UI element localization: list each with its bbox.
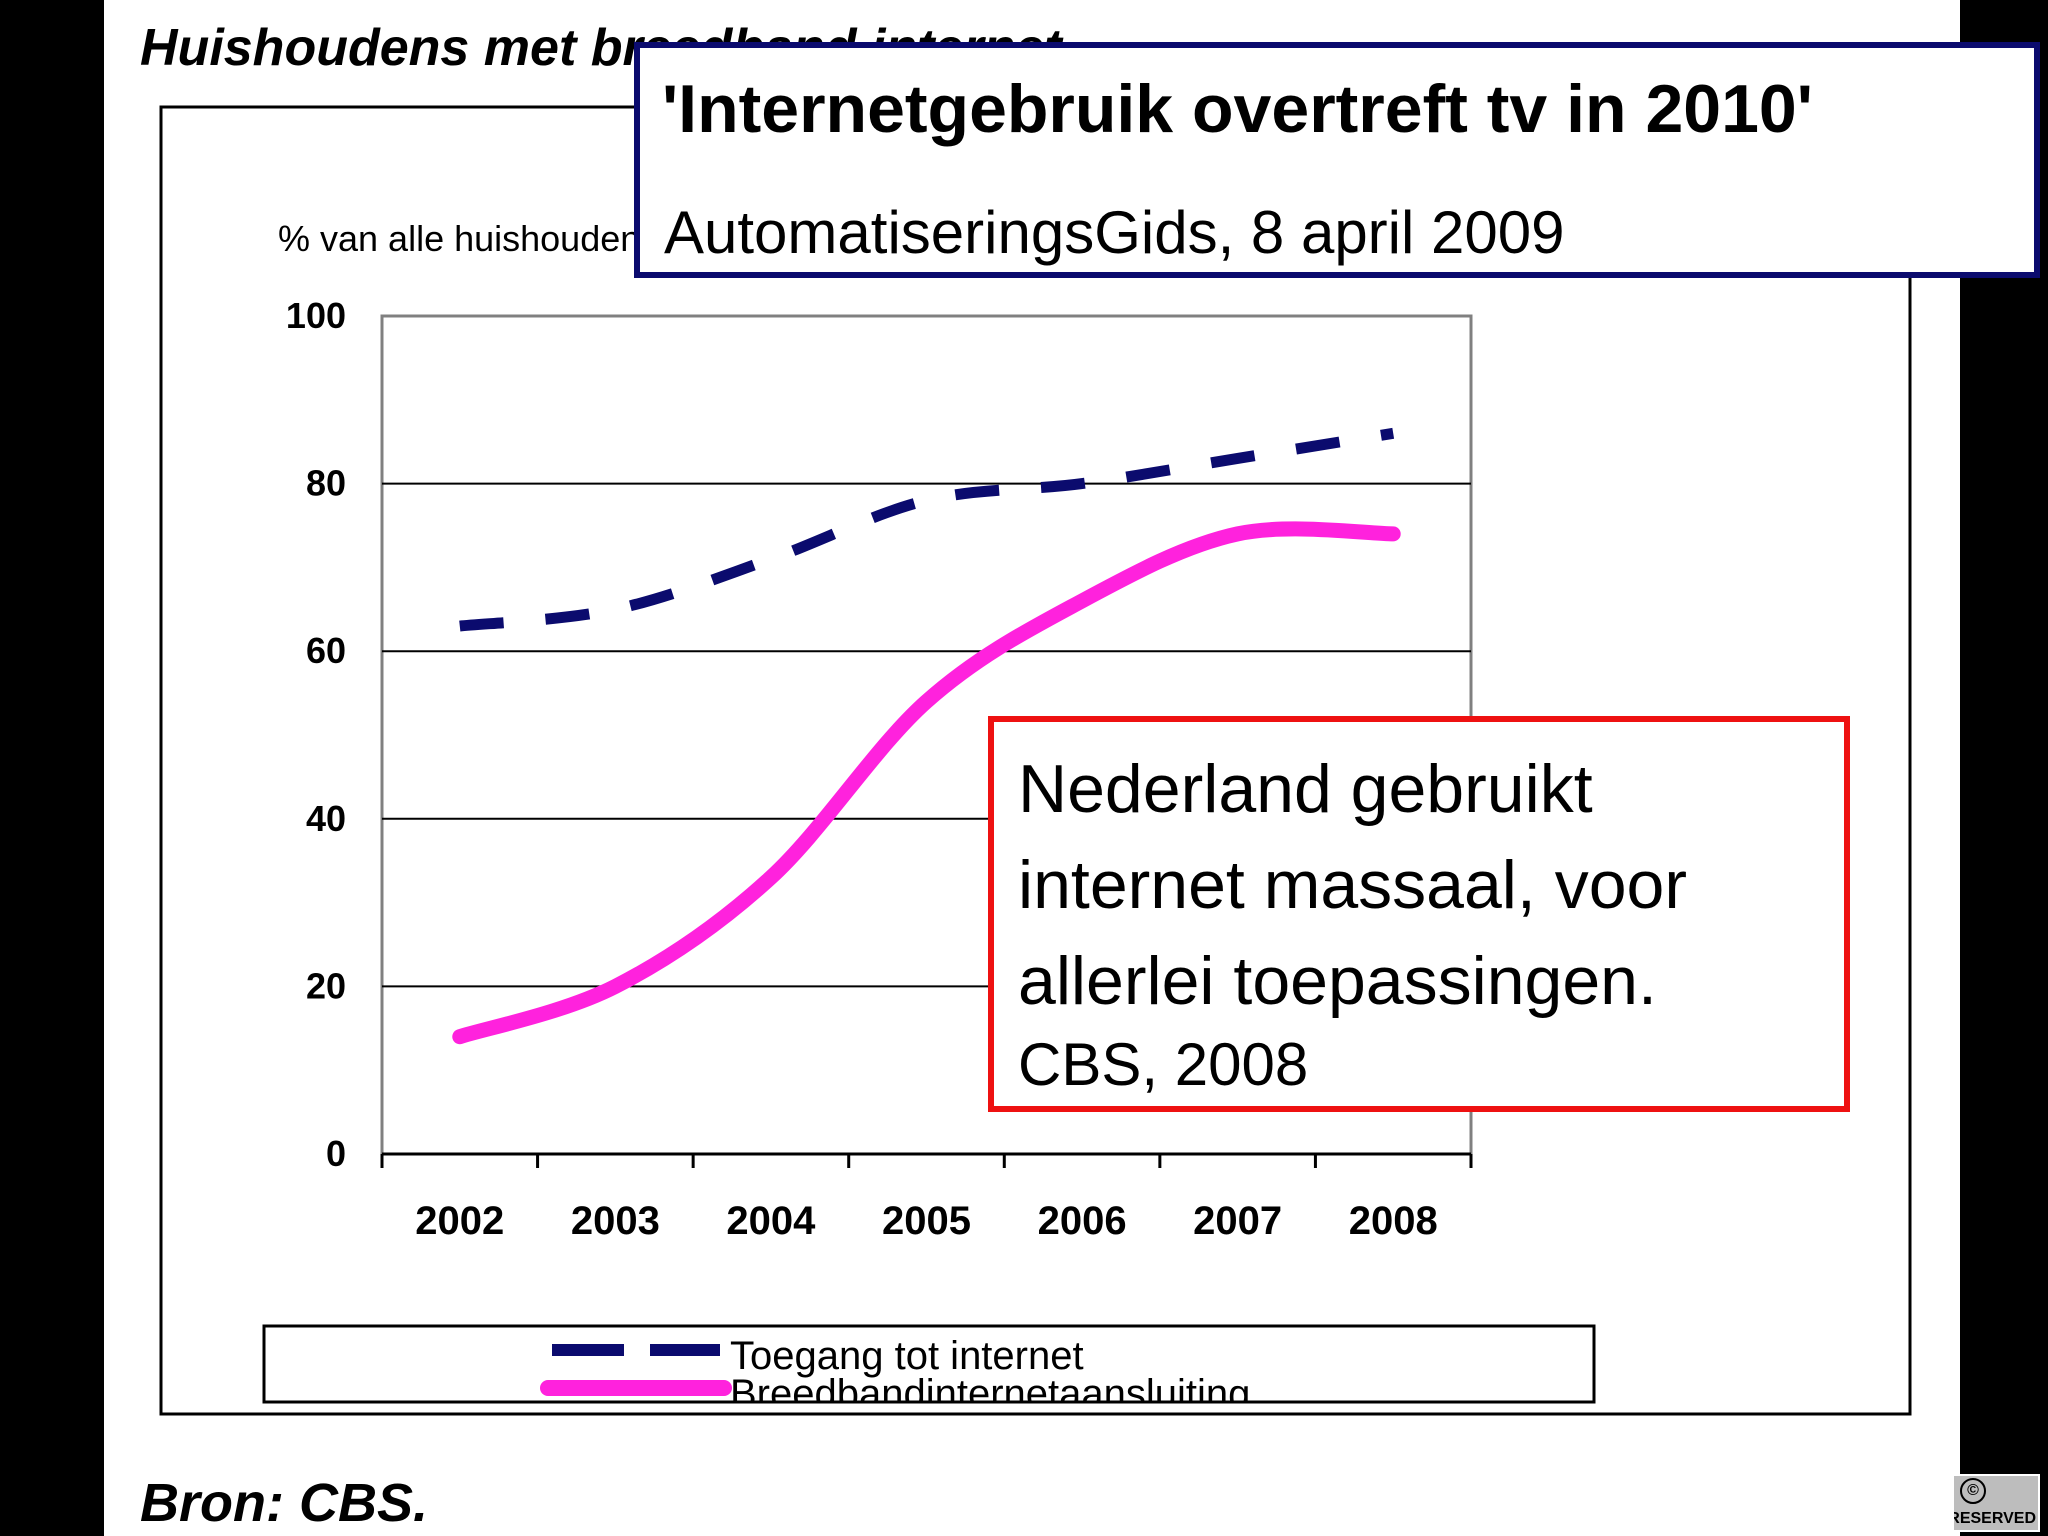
series-line-access [459, 427, 1395, 632]
data-point-access-2002 [459, 625, 461, 627]
callout-line-2: internet massaal, voor [1018, 847, 1687, 923]
data-point-access-2003 [614, 608, 616, 610]
data-point-access-2005 [926, 499, 928, 501]
source-note: Bron: CBS. [140, 1473, 428, 1533]
x-tick-label: 2008 [1349, 1199, 1438, 1243]
data-point-broadband-2005 [926, 700, 928, 702]
x-tick-label: 2005 [882, 1199, 971, 1243]
license-badge: © RIGHTS RESERVED [1952, 1474, 2040, 1532]
data-point-broadband-2004 [770, 876, 772, 878]
x-tick-label: 2006 [1038, 1199, 1127, 1243]
y-tick-label: 60 [306, 630, 346, 671]
x-tick-label: 2003 [571, 1199, 660, 1243]
data-point-broadband-2007 [1237, 533, 1239, 535]
license-badge-text: RIGHTS RESERVED [1952, 1510, 2036, 1527]
data-point-broadband-2008 [1392, 533, 1394, 535]
series-line-broadband [452, 521, 1401, 1045]
data-point-access-2007 [1237, 457, 1239, 459]
y-tick-label: 20 [306, 965, 346, 1006]
legend: Toegang tot internet Breedbandinternetaa… [264, 1326, 1594, 1402]
x-tick-label: 2007 [1193, 1199, 1282, 1243]
callout-line-3: allerlei toepassingen. [1018, 943, 1657, 1019]
data-point-access-2006 [1081, 483, 1083, 485]
legend-label-access: Toegang tot internet [730, 1334, 1084, 1378]
y-tick-label: 40 [306, 798, 346, 839]
x-tick-label: 2002 [415, 1199, 504, 1243]
headline-title: 'Internetgebruik overtreft tv in 2010' [662, 71, 1813, 147]
callout-source: CBS, 2008 [1018, 1031, 1309, 1098]
data-point-broadband-2002 [459, 1036, 461, 1038]
data-point-access-2004 [770, 558, 772, 560]
y-tick-label: 0 [326, 1133, 346, 1174]
legend-box [262, 1324, 1596, 1404]
y-axis-label: % van alle huishoudens [278, 218, 659, 259]
data-point-access-2008 [1392, 432, 1394, 434]
headline-subtitle: AutomatiseringsGids, 8 april 2009 [664, 199, 1565, 266]
y-tick-label: 80 [306, 463, 346, 504]
callout-box: Nederland gebruikt internet massaal, voo… [988, 716, 1850, 1112]
y-tick-label: 100 [286, 295, 346, 336]
x-tick-label: 2004 [726, 1199, 816, 1243]
headline-box: 'Internetgebruik overtreft tv in 2010' A… [634, 42, 2040, 278]
data-point-broadband-2003 [614, 985, 616, 987]
creative-commons-icon: © [1960, 1478, 1986, 1504]
data-point-broadband-2006 [1081, 600, 1083, 602]
callout-line-1: Nederland gebruikt [1018, 751, 1593, 827]
legend-label-broadband: Breedbandinternetaansluiting [730, 1372, 1251, 1402]
